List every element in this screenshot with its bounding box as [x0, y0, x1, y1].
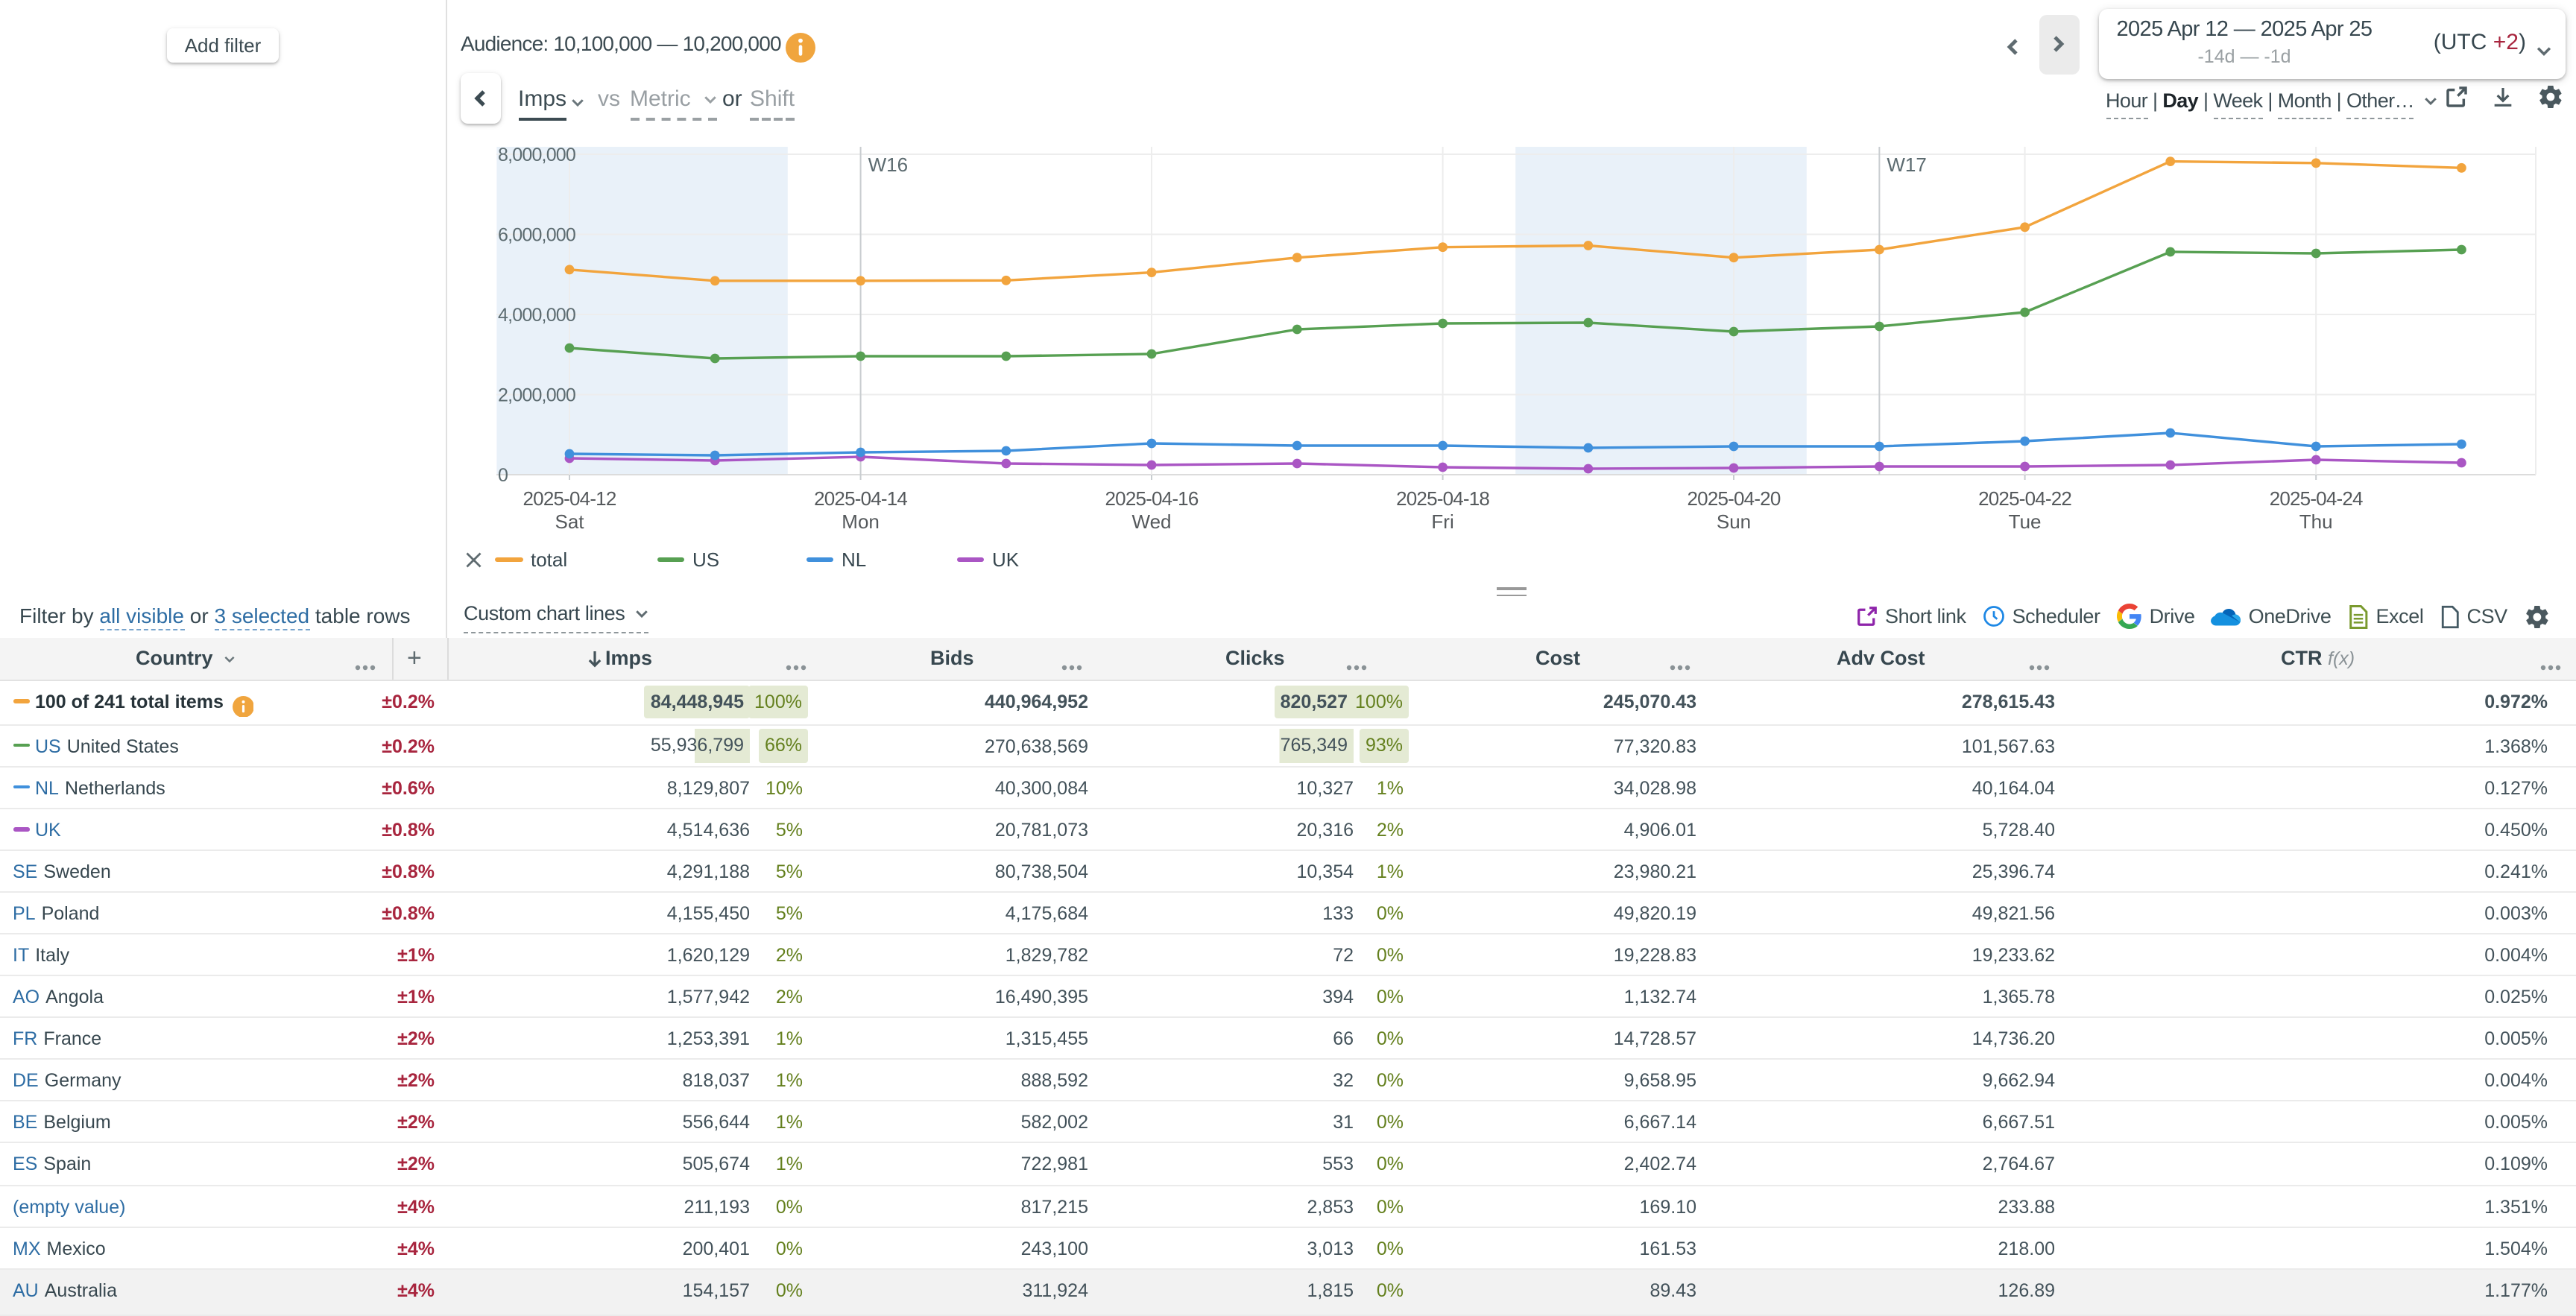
svg-text:2025-04-24: 2025-04-24 [2270, 487, 2363, 510]
svg-text:2025-04-12: 2025-04-12 [523, 487, 616, 510]
svg-text:4,000,000: 4,000,000 [498, 305, 575, 326]
svg-text:W17: W17 [1887, 154, 1926, 176]
svg-text:Mon: Mon [842, 510, 880, 533]
svg-text:Thu: Thu [2299, 510, 2333, 533]
svg-text:Sun: Sun [1717, 510, 1751, 533]
svg-text:2025-04-18: 2025-04-18 [1396, 487, 1489, 510]
svg-text:2025-04-20: 2025-04-20 [1688, 487, 1781, 510]
svg-text:2,000,000: 2,000,000 [498, 385, 575, 406]
svg-text:0: 0 [498, 465, 508, 486]
svg-text:8,000,000: 8,000,000 [498, 145, 575, 165]
svg-text:2025-04-14: 2025-04-14 [814, 487, 907, 510]
svg-text:2025-04-16: 2025-04-16 [1105, 487, 1199, 510]
svg-text:6,000,000: 6,000,000 [498, 225, 575, 246]
svg-text:W16: W16 [868, 154, 908, 176]
svg-text:Tue: Tue [2009, 510, 2042, 533]
svg-text:Wed: Wed [1132, 510, 1172, 533]
svg-text:Sat: Sat [555, 510, 584, 533]
svg-text:2025-04-22: 2025-04-22 [1978, 487, 2071, 510]
svg-text:Fri: Fri [1431, 510, 1453, 533]
